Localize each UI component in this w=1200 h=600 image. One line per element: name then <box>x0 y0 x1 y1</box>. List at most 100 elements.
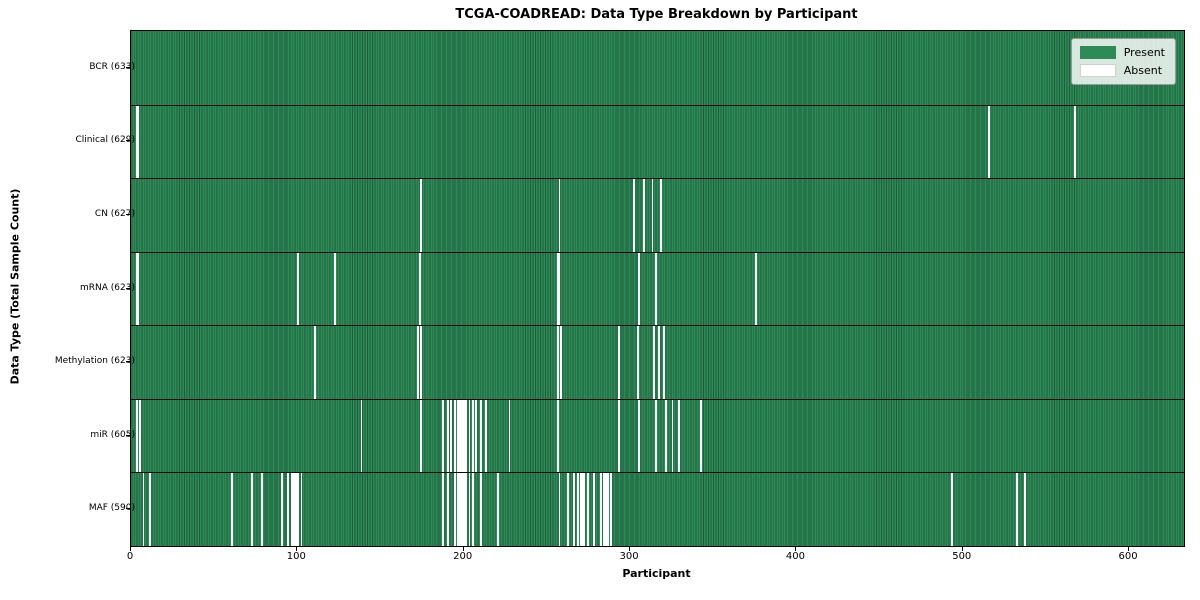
absent-stripe <box>475 398 478 473</box>
present-cells <box>131 398 1184 473</box>
absent-stripe <box>135 104 138 179</box>
absent-stripe <box>951 472 953 546</box>
absent-stripe <box>618 398 621 473</box>
plot-area: Present Absent <box>130 30 1185 547</box>
absent-stripe <box>250 472 253 546</box>
absent-stripe <box>149 472 152 546</box>
absent-stripe <box>558 178 561 252</box>
xtick-label-300: 300 <box>619 551 639 562</box>
absent-stripe <box>496 472 499 546</box>
legend-label-present: Present <box>1123 46 1165 59</box>
row-mrna <box>131 251 1184 326</box>
row-divider <box>131 472 1184 474</box>
absent-stripe <box>294 472 296 546</box>
absent-stripe <box>558 472 561 546</box>
absent-stripe <box>593 472 596 546</box>
absent-stripe <box>699 398 702 473</box>
x-axis-label: Participant <box>622 567 691 580</box>
absent-stripe <box>295 472 298 546</box>
absent-stripe <box>460 472 463 546</box>
absent-stripe <box>135 251 138 326</box>
absent-stripe <box>480 398 483 473</box>
absent-stripe <box>678 398 681 473</box>
xtick-mark <box>130 547 131 551</box>
absent-stripe <box>465 398 468 473</box>
absent-stripe <box>297 472 300 546</box>
absent-stripe <box>230 472 233 546</box>
absent-stripe <box>586 472 589 546</box>
xtick-mark <box>795 547 797 551</box>
absent-stripe <box>453 398 456 473</box>
xtick-mark <box>462 547 464 551</box>
absent-stripe <box>420 398 423 473</box>
absent-stripe <box>142 472 145 546</box>
absent-stripe <box>418 251 421 326</box>
absent-stripe <box>290 472 293 546</box>
absent-stripe <box>754 251 757 326</box>
absent-stripe <box>655 398 657 473</box>
absent-stripe <box>465 472 468 546</box>
absent-stripe <box>137 251 140 326</box>
legend: Present Absent <box>1070 38 1176 85</box>
absent-stripe <box>633 178 636 252</box>
absent-stripe <box>556 398 559 473</box>
absent-stripe <box>651 178 654 252</box>
ytick-mark <box>126 140 130 142</box>
xtick-label-500: 500 <box>952 551 972 562</box>
xtick-label-600: 600 <box>1118 551 1138 562</box>
absent-stripe <box>600 472 602 546</box>
absent-stripe <box>292 472 295 546</box>
present-cells <box>131 251 1184 326</box>
absent-stripe <box>450 398 453 473</box>
ytick-label-clinical: Clinical (629) <box>75 135 135 146</box>
absent-stripe <box>287 472 290 546</box>
absent-stripe <box>1074 104 1076 179</box>
absent-stripe <box>583 472 586 546</box>
absent-stripe <box>653 325 656 399</box>
absent-stripe <box>480 472 483 546</box>
absent-stripe <box>420 325 423 399</box>
absent-stripe <box>671 398 674 473</box>
legend-label-absent: Absent <box>1123 64 1163 77</box>
absent-stripe <box>573 472 576 546</box>
absent-stripe <box>458 472 461 546</box>
present-cells <box>131 472 1184 546</box>
absent-stripe <box>420 178 423 252</box>
row-maf <box>131 472 1184 546</box>
ytick-label-cn: CN (627) <box>94 208 135 219</box>
absent-stripe <box>560 325 562 399</box>
absent-stripe <box>333 251 336 326</box>
absent-stripe <box>447 472 449 546</box>
absent-stripe <box>580 472 582 546</box>
ytick-mark <box>126 508 130 510</box>
absent-stripe <box>987 104 990 179</box>
legend-item-present: Present <box>1079 46 1165 59</box>
absent-stripe <box>468 472 471 546</box>
absent-stripe <box>297 251 300 326</box>
present-swatch-icon <box>1079 46 1116 59</box>
xtick-label-100: 100 <box>286 551 306 562</box>
absent-stripe <box>581 472 584 546</box>
ytick-mark <box>126 213 130 215</box>
absent-stripe <box>462 398 464 473</box>
absent-stripe <box>260 472 263 546</box>
absent-stripe <box>1015 472 1018 546</box>
row-divider <box>131 398 1184 400</box>
absent-stripe <box>458 398 461 473</box>
ytick-mark <box>126 361 130 363</box>
absent-stripe <box>442 472 444 546</box>
xtick-label-200: 200 <box>453 551 473 562</box>
chart-title: TCGA-COADREAD: Data Type Breakdown by Pa… <box>455 7 858 22</box>
absent-stripe <box>472 398 474 473</box>
absent-stripe <box>658 325 661 399</box>
row-divider <box>131 325 1184 327</box>
absent-stripe <box>576 472 579 546</box>
row-mir <box>131 398 1184 473</box>
ytick-label-bcr: BCR (633) <box>89 61 135 72</box>
absent-stripe <box>457 398 459 473</box>
absent-stripe <box>313 325 316 399</box>
absent-stripe <box>442 398 444 473</box>
absent-stripe <box>360 398 363 473</box>
ytick-label-methylation: Methylation (623) <box>54 356 135 367</box>
row-methylation <box>131 325 1184 399</box>
